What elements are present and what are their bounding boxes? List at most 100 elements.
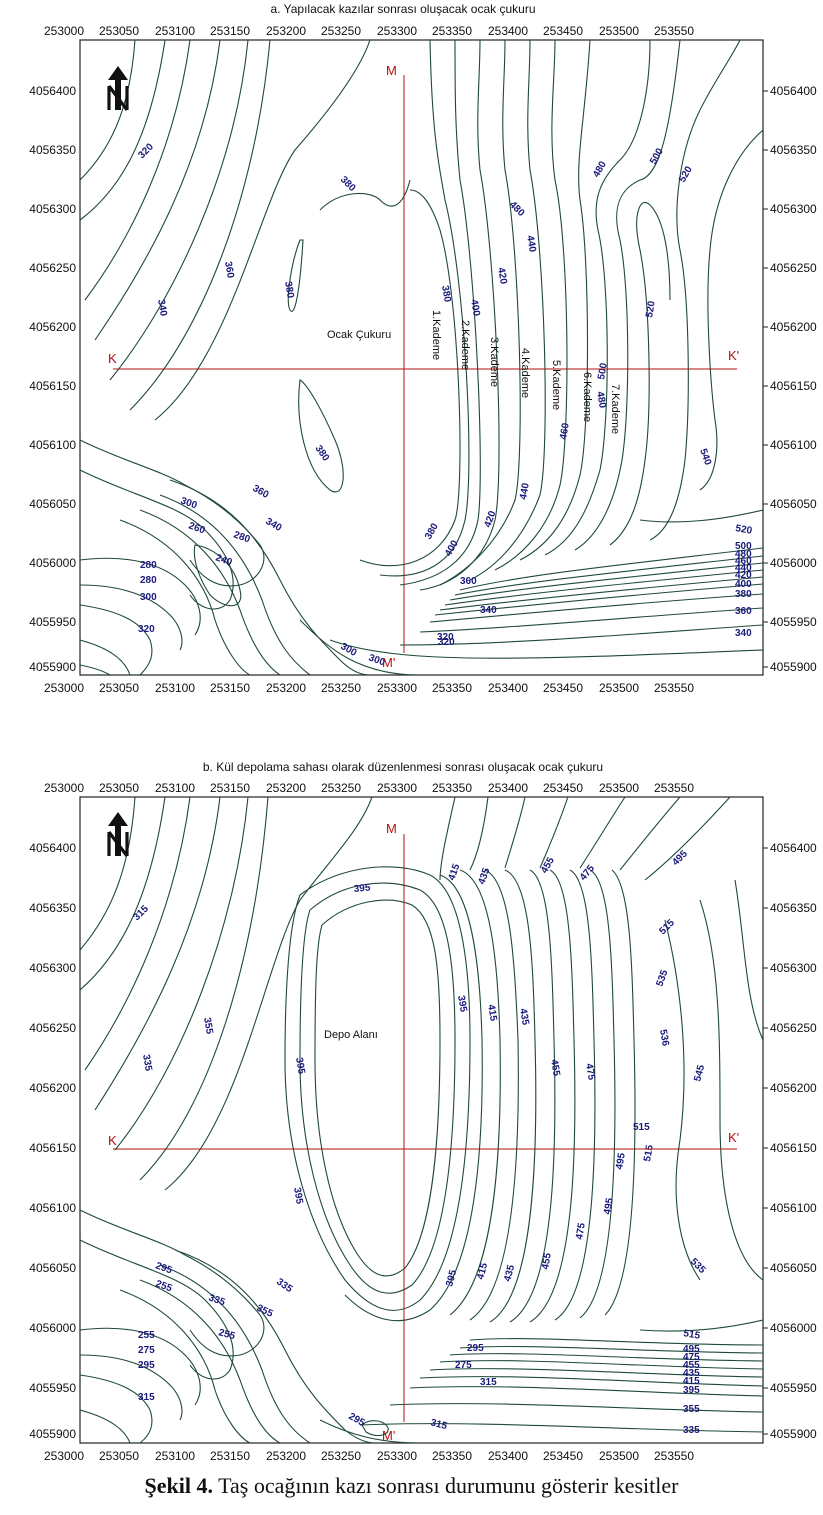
map-a-xtick-bottom: 253550 <box>654 681 694 695</box>
contour-label: 280 <box>140 575 157 586</box>
contour-label: 340 <box>735 628 752 639</box>
map-b-ytick-left: 4055950 <box>29 1381 76 1395</box>
map-b-xtick-bottom: 253100 <box>155 1449 195 1463</box>
map-b-ytick-right: 4056000 <box>770 1321 817 1335</box>
map-b-xtick-bottom: 253000 <box>44 1449 84 1463</box>
map-a-ytick-right: 4055950 <box>770 615 817 629</box>
map-a-xtick-top: 253500 <box>599 24 639 38</box>
contour-label: 320 <box>138 624 155 635</box>
map-a-xtick-top: 253200 <box>266 24 306 38</box>
contour-label: 475 <box>583 1063 597 1082</box>
map-a-section-lines: K K' M M' <box>108 63 739 670</box>
contour-label: 395 <box>291 1187 305 1206</box>
contour-label: 475 <box>683 1352 700 1363</box>
contour-label: 360 <box>460 576 477 587</box>
contour-label: 440 <box>524 235 538 254</box>
figure-caption: Şekil 4. Taş ocağının kazı sonrası durum… <box>0 1473 823 1499</box>
section-label-m: M <box>386 63 397 78</box>
map-b-xtick-bottom: 253450 <box>543 1449 583 1463</box>
contour-label: 335 <box>683 1425 700 1436</box>
contour-label: 340 <box>480 605 497 616</box>
contour-label: 455 <box>540 1252 554 1271</box>
map-b-ytick-left: 4056200 <box>29 1081 76 1095</box>
map-a-xtick-bottom: 253300 <box>377 681 417 695</box>
bench-label: 1.Kademe <box>430 310 442 360</box>
contour-label: 295 <box>467 1343 484 1354</box>
contour-label: 435 <box>517 1008 531 1027</box>
map-a-xtick-top: 253550 <box>654 24 694 38</box>
map-a-left-y-axis: 4056400 4056350 4056300 4056250 4056200 … <box>29 84 76 674</box>
north-arrow-icon <box>107 66 129 111</box>
contour-label: 495 <box>683 1344 700 1355</box>
contour-label: 395 <box>444 1268 459 1287</box>
map-b-ytick-right: 4056050 <box>770 1261 817 1275</box>
section-label-m-prime: M' <box>382 655 395 670</box>
map-a-ytick-right: 4056300 <box>770 202 817 216</box>
contour-label: 495 <box>602 1197 616 1216</box>
map-b-xtick-top: 253550 <box>654 781 694 795</box>
map-a-xtick-bottom: 253400 <box>488 681 528 695</box>
map-b-frame <box>79 796 764 1444</box>
map-b-ytick-right: 4056100 <box>770 1201 817 1215</box>
contour-label: 460 <box>735 556 752 567</box>
map-a-xtick-top: 253000 <box>44 24 84 38</box>
map-b-right-y-axis: 4056400 4056350 4056300 4056250 4056200 … <box>763 841 817 1441</box>
map-a-xtick-bottom: 253000 <box>44 681 84 695</box>
map-b-xtick-bottom: 253400 <box>488 1449 528 1463</box>
map-a-xtick-bottom: 253250 <box>321 681 361 695</box>
map-b-ytick-right: 4056300 <box>770 961 817 975</box>
map-b-xtick-top: 253450 <box>543 781 583 795</box>
contour-label: 515 <box>642 1144 656 1163</box>
bench-label: 3.Kademe <box>488 337 500 387</box>
map-a-ytick-left: 4055900 <box>29 660 76 674</box>
bench-label: 7.Kademe <box>609 384 621 434</box>
map-a-ytick-right: 4056000 <box>770 556 817 570</box>
map-b-contour-labels: 315 335 355 395 395 395 415 435 455 475 … <box>131 848 707 1436</box>
map-b-xtick-bottom: 253500 <box>599 1449 639 1463</box>
map-a-ytick-left: 4056150 <box>29 379 76 393</box>
contour-label: 545 <box>692 1063 707 1082</box>
map-a-bottom-x-axis: 253000 253050 253100 253150 253200 25325… <box>44 681 694 695</box>
contour-label: 480 <box>594 391 608 410</box>
map-b-ytick-left: 4055900 <box>29 1427 76 1441</box>
contour-label: 500 <box>735 541 752 552</box>
bench-label: 4.Kademe <box>519 348 531 398</box>
map-a-ytick-left: 4056100 <box>29 438 76 452</box>
contour-label: 415 <box>475 1261 490 1280</box>
map-a-pit-label: Ocak Çukuru <box>327 329 391 341</box>
map-b-ytick-left: 4056350 <box>29 901 76 915</box>
map-b-xtick-top: 253000 <box>44 781 84 795</box>
map-a-contours <box>80 40 763 675</box>
map-b-xtick-bottom: 253300 <box>377 1449 417 1463</box>
contour-label: 520 <box>734 523 753 537</box>
section-label-k: K <box>108 1133 117 1148</box>
map-a-right-y-axis: 4056400 4056350 4056300 4056250 4056200 … <box>763 84 817 674</box>
contour-label: 400 <box>468 299 482 318</box>
contour-label: 280 <box>140 560 157 571</box>
map-b-xtick-top: 253100 <box>155 781 195 795</box>
map-a-xtick-top: 253250 <box>321 24 361 38</box>
map-b-xtick-top: 253500 <box>599 781 639 795</box>
contour-label: 380 <box>282 281 296 300</box>
contour-label: 355 <box>683 1404 700 1415</box>
contour-label: 360 <box>222 261 236 280</box>
map-a-ytick-right: 4056200 <box>770 320 817 334</box>
contour-label: 395 <box>683 1385 700 1396</box>
map-b-ytick-left: 4056300 <box>29 961 76 975</box>
contour-label: 395 <box>353 883 371 895</box>
contour-label: 320 <box>438 637 455 648</box>
map-b-xtick-bottom: 253150 <box>210 1449 250 1463</box>
section-label-k: K <box>108 351 117 366</box>
contour-label: 435 <box>683 1368 700 1379</box>
map-a-xtick-bottom: 253500 <box>599 681 639 695</box>
contour-label: 420 <box>735 570 752 581</box>
map-a-ytick-left: 4056300 <box>29 202 76 216</box>
contour-label: 300 <box>140 592 157 603</box>
map-a-xtick-bottom: 253450 <box>543 681 583 695</box>
map-a-xtick-top: 253150 <box>210 24 250 38</box>
map-b-top-x-axis: 253000 253050 253100 253150 253200 25325… <box>44 781 694 795</box>
map-b-xtick-top: 253200 <box>266 781 306 795</box>
contour-label: 360 <box>735 606 752 617</box>
map-a-ytick-left: 4056200 <box>29 320 76 334</box>
map-b-xtick-bottom: 253250 <box>321 1449 361 1463</box>
